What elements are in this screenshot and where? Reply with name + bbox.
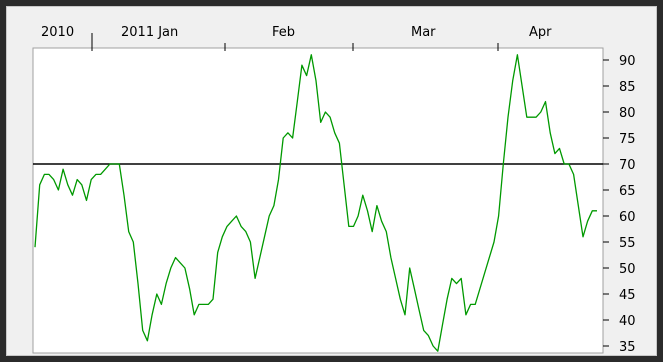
x-tick-label-2010: 2010: [41, 25, 74, 40]
y-axis: 90 85 80 75 70 65 60 55 50 45 40 35: [603, 54, 636, 355]
y-tick-label: 35: [619, 340, 636, 355]
x-tick-label-feb: Feb: [272, 25, 295, 40]
y-tick-label: 50: [619, 262, 636, 277]
x-tick-label-mar: Mar: [411, 25, 436, 40]
x-tick-label-apr: Apr: [529, 25, 552, 40]
x-tick-label-jan: 2011 Jan: [121, 25, 178, 40]
y-tick-label: 60: [619, 210, 636, 225]
chart-window: 2010 2011 Jan Feb Mar Apr 90 85 80 75 70 65 60…: [6, 6, 657, 356]
y-tick-label: 80: [619, 106, 636, 121]
line-chart: 2010 2011 Jan Feb Mar Apr 90 85 80 75 70 65 60…: [32, 25, 636, 355]
y-tick-label: 85: [619, 80, 636, 95]
y-tick-label: 40: [619, 314, 636, 329]
y-tick-label: 75: [619, 132, 636, 147]
y-tick-label: 45: [619, 288, 636, 303]
y-tick-label: 90: [619, 54, 636, 69]
y-tick-label: 65: [619, 184, 636, 199]
y-tick-label: 55: [619, 236, 636, 251]
series-line: [34, 54, 597, 352]
y-tick-label: 70: [619, 158, 636, 173]
